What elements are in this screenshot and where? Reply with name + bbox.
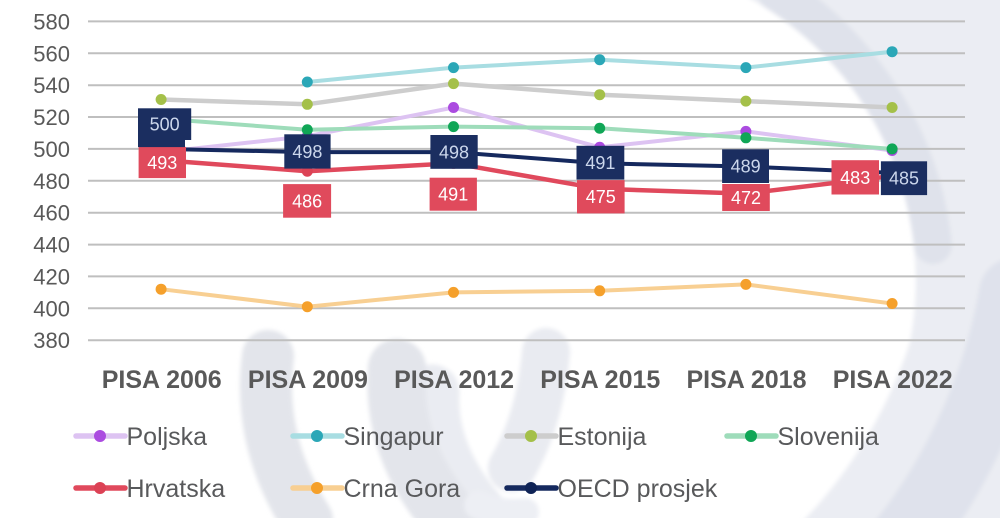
svg-text:486: 486	[292, 191, 322, 211]
svg-text:540: 540	[33, 73, 70, 98]
svg-text:460: 460	[33, 201, 70, 226]
svg-text:491: 491	[585, 153, 615, 173]
svg-text:500: 500	[150, 115, 180, 135]
svg-text:Slovenija: Slovenija	[778, 423, 880, 451]
svg-text:PISA 2022: PISA 2022	[833, 366, 953, 394]
svg-text:480: 480	[33, 169, 70, 194]
svg-text:491: 491	[438, 185, 468, 205]
svg-text:485: 485	[889, 169, 919, 189]
svg-text:PISA 2018: PISA 2018	[687, 366, 807, 394]
svg-text:PISA 2015: PISA 2015	[540, 366, 660, 394]
svg-text:Estonija: Estonija	[558, 423, 647, 451]
svg-text:Crna Gora: Crna Gora	[344, 475, 461, 503]
svg-text:560: 560	[33, 41, 70, 66]
svg-text:Singapur: Singapur	[344, 423, 444, 451]
svg-text:483: 483	[840, 168, 870, 188]
svg-text:580: 580	[33, 9, 70, 34]
svg-text:PISA 2006: PISA 2006	[102, 366, 222, 394]
svg-text:PISA 2012: PISA 2012	[394, 366, 514, 394]
svg-text:493: 493	[147, 153, 177, 173]
svg-text:520: 520	[33, 105, 70, 130]
svg-text:472: 472	[731, 188, 761, 208]
svg-text:400: 400	[33, 296, 70, 321]
svg-text:500: 500	[33, 137, 70, 162]
svg-text:440: 440	[33, 233, 70, 258]
svg-text:380: 380	[33, 328, 70, 353]
svg-text:Poljska: Poljska	[127, 423, 208, 451]
svg-text:498: 498	[439, 142, 469, 162]
svg-text:Hrvatska: Hrvatska	[127, 475, 226, 503]
svg-text:498: 498	[292, 142, 322, 162]
svg-text:PISA 2009: PISA 2009	[248, 366, 368, 394]
svg-text:475: 475	[586, 187, 616, 207]
svg-text:OECD prosjek: OECD prosjek	[558, 475, 718, 503]
svg-text:420: 420	[33, 264, 70, 289]
svg-text:489: 489	[731, 157, 761, 177]
